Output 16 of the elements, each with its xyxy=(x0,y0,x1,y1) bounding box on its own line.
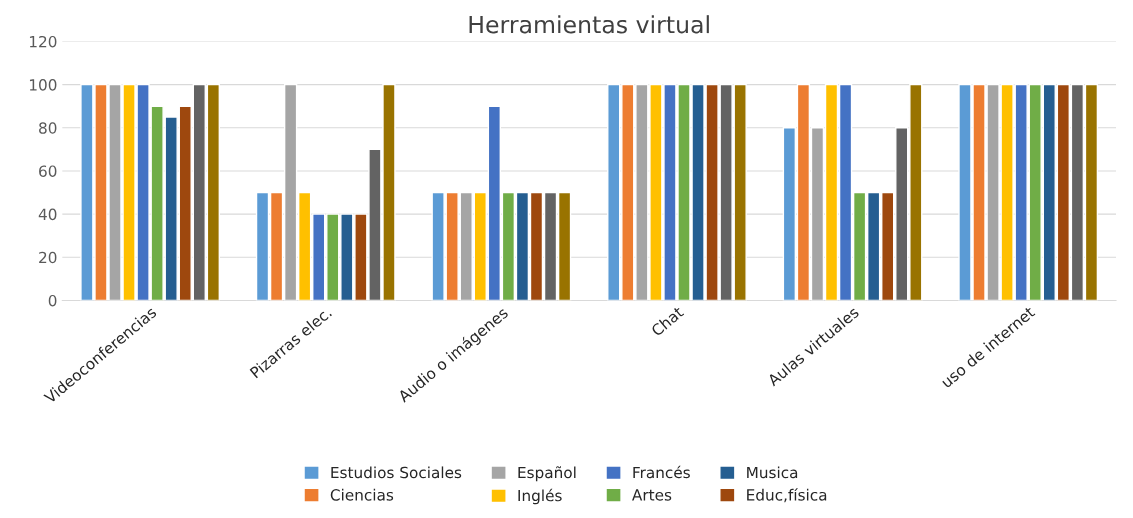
legend-label: Ciencias xyxy=(330,488,394,501)
legend-label: Artes xyxy=(632,489,672,501)
legend-label: Inglés xyxy=(518,488,562,505)
legend-label: Educ,física xyxy=(747,488,827,503)
legend-label: Español xyxy=(518,466,576,482)
y-tick-label: 100 xyxy=(29,79,57,91)
y-tick-label: 20 xyxy=(39,251,57,264)
y-tick-label: 60 xyxy=(39,165,57,177)
legend-label: Francés xyxy=(633,465,690,479)
y-tick-label: 120 xyxy=(29,35,57,48)
chart-title: Herramientas virtual xyxy=(469,15,709,34)
y-tick-label: 80 xyxy=(39,122,57,134)
y-tick-label: 0 xyxy=(48,294,57,307)
legend-label: Musica xyxy=(747,466,798,479)
y-tick-label: 40 xyxy=(38,208,57,221)
legend-label: Estudios Sociales xyxy=(331,466,462,479)
